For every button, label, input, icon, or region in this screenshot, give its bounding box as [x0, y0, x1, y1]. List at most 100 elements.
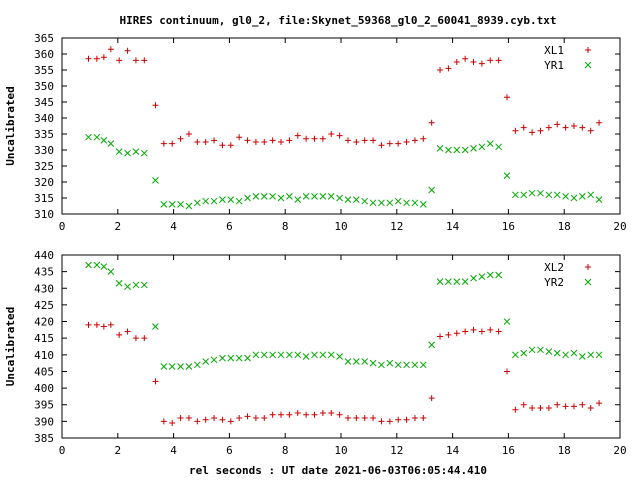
- y-tick-label: 420: [34, 316, 54, 329]
- data-point: [545, 405, 552, 412]
- data-point: [269, 137, 276, 144]
- data-point: [403, 139, 410, 145]
- data-point: [107, 140, 115, 147]
- data-point: [437, 67, 444, 73]
- data-point: [478, 273, 486, 280]
- y-tick-label: 360: [34, 48, 54, 61]
- data-point: [261, 415, 268, 422]
- data-point: [370, 415, 377, 422]
- data-point: [420, 135, 427, 142]
- data-point: [369, 199, 377, 207]
- data-point: [420, 415, 427, 422]
- data-point: [386, 418, 393, 425]
- data-point: [311, 351, 318, 359]
- y-tick-label: 435: [34, 266, 54, 279]
- data-point: [419, 361, 427, 369]
- data-point: [504, 94, 511, 101]
- data-point: [378, 361, 385, 369]
- data-point: [361, 415, 368, 422]
- data-point: [595, 351, 603, 359]
- data-point: [428, 341, 436, 349]
- data-point: [529, 129, 536, 136]
- x-tick-label: 4: [170, 220, 177, 233]
- chart-title: HIRES continuum, gl0_2, file:Skynet_5936…: [119, 14, 556, 27]
- legend-marker: [585, 264, 591, 270]
- x-tick-label: 6: [226, 444, 233, 457]
- data-point: [344, 137, 351, 144]
- data-point: [504, 368, 511, 375]
- data-point: [453, 330, 460, 337]
- data-point: [562, 124, 569, 131]
- data-point: [278, 139, 285, 145]
- data-point: [361, 137, 368, 144]
- data-point: [428, 119, 435, 126]
- data-point: [595, 196, 603, 203]
- data-point: [124, 328, 131, 335]
- data-point: [478, 328, 485, 335]
- data-point: [495, 271, 502, 279]
- data-point: [344, 415, 351, 422]
- data-point: [202, 139, 209, 145]
- data-point: [303, 411, 310, 418]
- data-point: [227, 418, 234, 425]
- plot-frame: [61, 37, 621, 215]
- y-tick-label: 340: [34, 112, 54, 125]
- data-point: [495, 57, 502, 64]
- data-point: [578, 193, 586, 200]
- y-tick-label: 405: [34, 365, 54, 378]
- data-point: [419, 201, 427, 208]
- data-point: [436, 145, 444, 152]
- data-point: [579, 124, 586, 131]
- data-point: [177, 201, 184, 208]
- data-point: [327, 351, 335, 359]
- data-point: [520, 349, 528, 357]
- data-point: [411, 199, 419, 207]
- x-tick-label: 16: [502, 220, 515, 233]
- data-point: [445, 331, 452, 338]
- data-point: [294, 410, 301, 417]
- data-point: [411, 361, 419, 369]
- series-xl2: [85, 321, 603, 427]
- y-tick-label: 310: [34, 208, 54, 221]
- data-point: [168, 201, 176, 208]
- data-point: [386, 199, 394, 207]
- data-point: [168, 363, 176, 370]
- data-point: [470, 145, 477, 152]
- data-point: [115, 148, 123, 155]
- data-point: [395, 416, 402, 423]
- data-point: [311, 135, 318, 142]
- data-point: [461, 278, 469, 285]
- data-point: [219, 416, 226, 423]
- x-tick-label: 8: [282, 220, 289, 233]
- data-point: [93, 55, 100, 62]
- data-point: [252, 415, 259, 422]
- data-point: [252, 139, 259, 145]
- y-tick-label: 320: [34, 176, 54, 189]
- x-tick-label: 20: [613, 444, 626, 457]
- data-point: [93, 321, 100, 328]
- x-tick-label: 12: [390, 444, 403, 457]
- data-point: [478, 60, 485, 67]
- data-point: [353, 139, 360, 145]
- x-tick-label: 18: [558, 444, 571, 457]
- data-point: [302, 353, 310, 360]
- data-point: [116, 331, 123, 338]
- data-point: [403, 361, 410, 369]
- data-point: [311, 411, 318, 418]
- data-point: [100, 137, 108, 144]
- x-tick-label: 6: [226, 220, 233, 233]
- data-point: [260, 193, 268, 200]
- data-point: [210, 356, 218, 364]
- data-point: [202, 358, 210, 365]
- data-point: [236, 415, 243, 422]
- data-point: [461, 146, 469, 154]
- data-point: [352, 196, 360, 203]
- data-point: [336, 132, 343, 139]
- data-point: [587, 191, 595, 199]
- data-point: [528, 346, 536, 354]
- data-point: [344, 196, 352, 203]
- data-point: [202, 197, 210, 205]
- data-point: [562, 403, 569, 410]
- x-tick-label: 16: [502, 444, 515, 457]
- data-point: [193, 361, 201, 369]
